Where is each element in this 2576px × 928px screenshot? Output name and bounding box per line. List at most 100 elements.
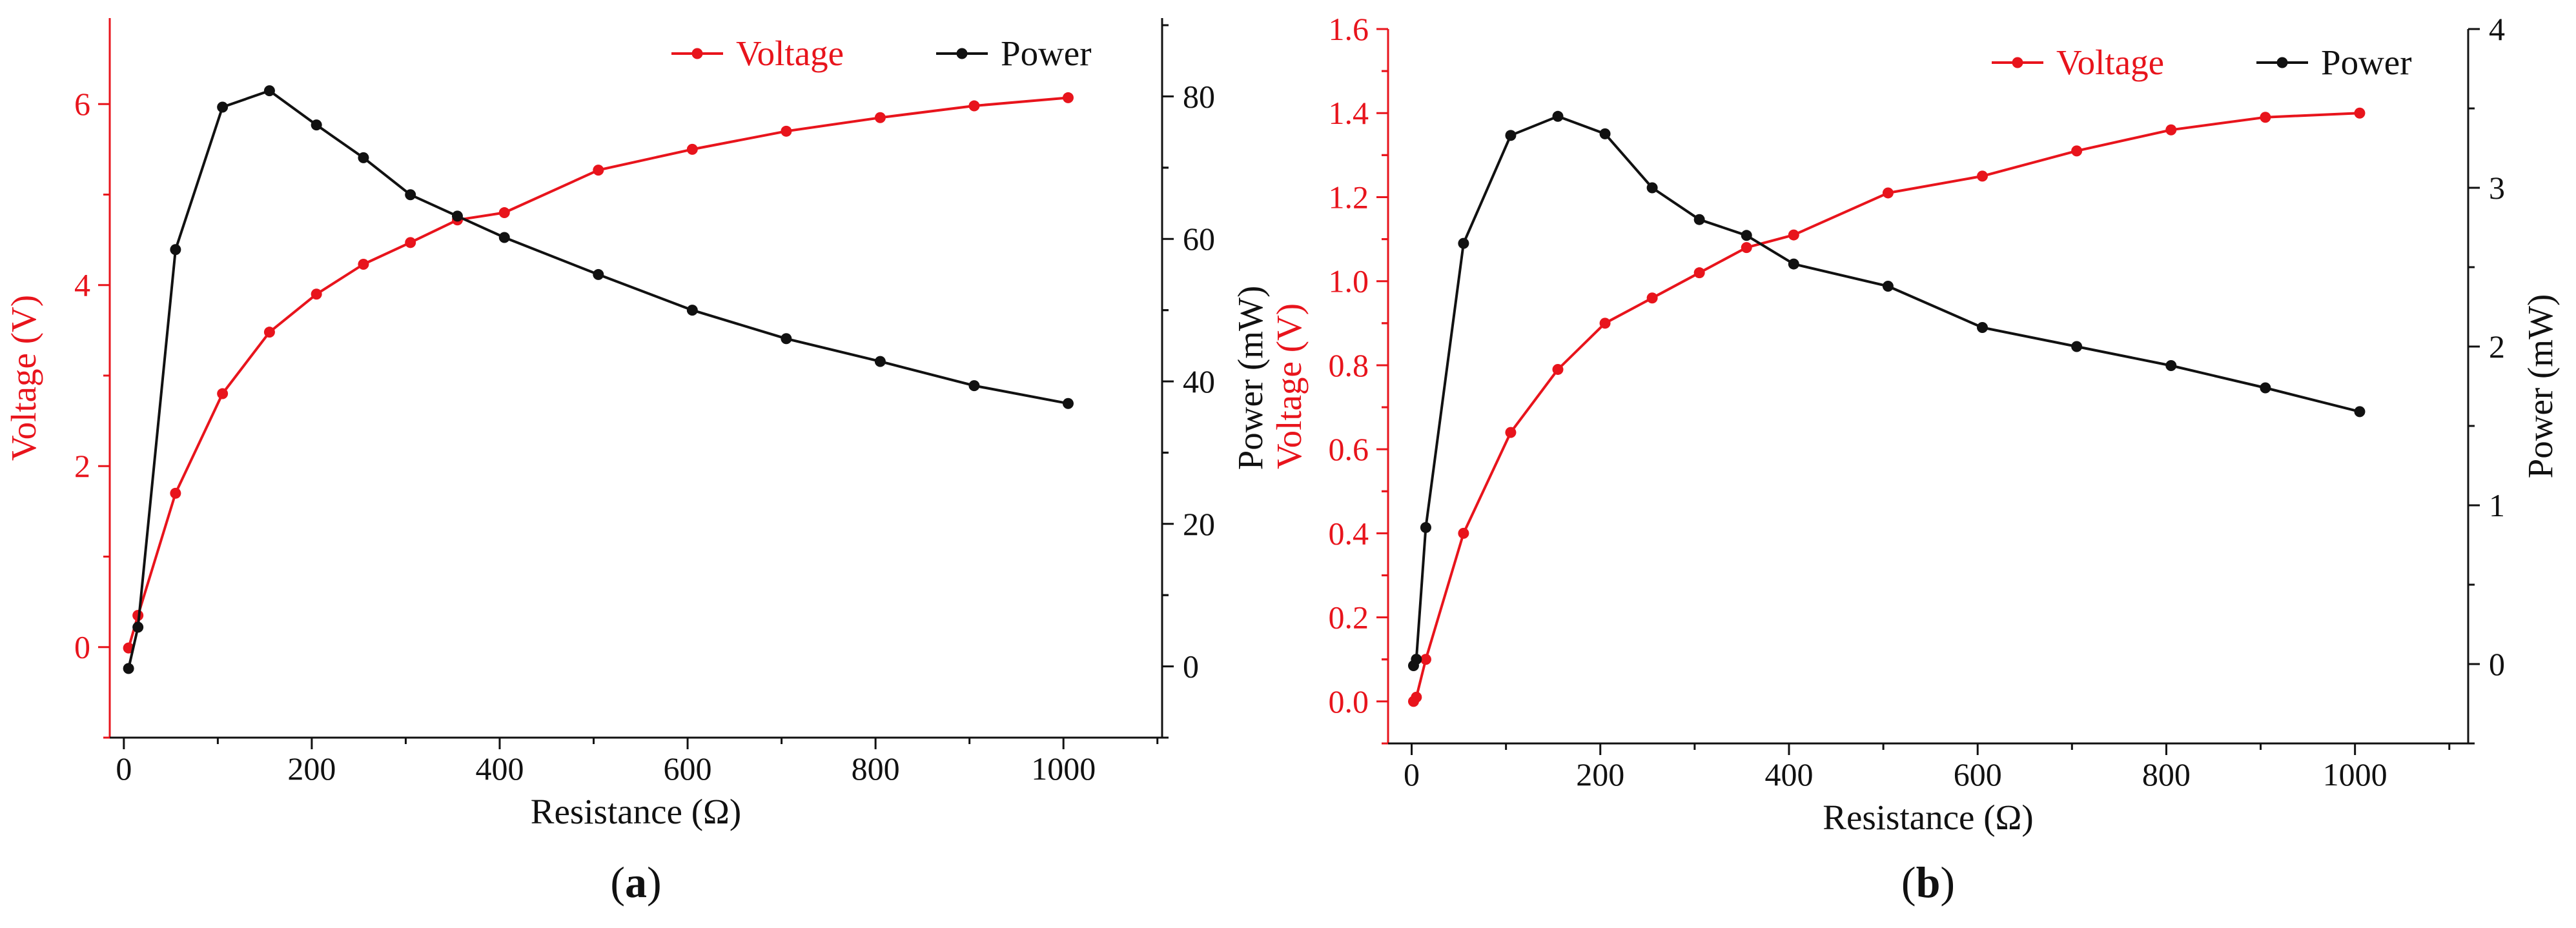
series-power [123,85,1074,674]
series-line-power [1412,115,2360,667]
x-tick-label: 800 [2142,756,2191,792]
data-point-power [311,119,322,131]
panel-label-close-paren: ) [1940,858,1955,907]
data-point-voltage [2260,112,2271,123]
panel-label: (a) [610,858,661,907]
data-point-power [1420,521,1431,533]
series-line-power [127,89,1068,669]
data-point-voltage [781,125,792,137]
data-point-power [1062,398,1074,409]
data-point-voltage [405,237,416,248]
data-point-voltage [2354,107,2366,119]
data-point-power [1788,258,1799,270]
data-point-voltage [1505,427,1517,438]
y-left-tick-label: 0.0 [1329,683,1369,720]
data-point-voltage [1420,654,1431,665]
y-left-axis-label: Voltage (V) [1269,303,1309,469]
data-point-power [498,232,510,243]
data-point-voltage [1646,292,1658,304]
data-point-power [2260,382,2271,394]
data-point-voltage [1693,267,1705,279]
y-right-tick-label: 60 [1183,221,1215,257]
y-right-tick-label: 0 [2489,646,2505,682]
x-tick-label: 800 [852,751,900,787]
data-point-voltage [311,288,322,300]
x-tick-label: 0 [1404,756,1420,792]
data-point-power [1458,237,1469,249]
legend: Voltage Power [1992,43,2412,82]
data-point-power [1882,281,1894,292]
data-point-power [170,244,181,256]
data-point-power [968,380,980,392]
y-right-tick-label: 4 [2489,11,2505,47]
y-left-tick-label: 4 [74,267,90,303]
data-point-power [593,268,604,280]
y-right-tick-label: 20 [1183,506,1215,542]
y-right-tick-label: 3 [2489,170,2505,206]
data-point-power [1693,214,1705,225]
y-left-tick-label: 1.4 [1329,95,1369,131]
data-point-voltage [1599,318,1611,329]
data-point-voltage [358,258,369,270]
data-point-power [132,621,144,633]
data-point-power [405,189,416,201]
x-tick-label: 600 [1954,756,2002,792]
x-tick-label: 400 [475,751,524,787]
legend-label-voltage: Voltage [2056,43,2164,82]
panel-label: (b) [1901,858,1955,907]
data-point-voltage [170,487,181,499]
y-left-axis-label: Voltage (V) [4,295,43,461]
y-right-tick-label: 1 [2489,487,2505,523]
panel-label-letter: a [625,858,647,907]
data-point-power [874,356,886,367]
data-point-voltage [1062,92,1074,103]
data-point-voltage [1552,363,1564,375]
data-point-power [2071,341,2083,352]
legend-label-voltage: Voltage [736,34,844,73]
series-power [1407,110,2366,671]
data-point-voltage [1977,170,1988,182]
data-point-power [1646,182,1658,194]
data-point-power [686,305,698,316]
y-left-tick-label: 1.2 [1329,179,1369,215]
data-point-power [358,152,369,163]
legend-label-power: Power [1001,34,1092,73]
panel-label-close-paren: ) [647,858,662,907]
chart-panel-b: 0 200 400 600 800 1000 0.0 0.2 0.4 0.6 0.8 1.0 1.2 1.… [1269,11,2560,907]
x-tick-label: 0 [116,751,132,787]
data-point-voltage [498,207,510,219]
data-point-voltage [263,327,275,338]
series-line-voltage [1412,112,2360,703]
data-point-voltage [1882,187,1894,199]
y-right-axis-label: Power (mW) [2520,294,2560,479]
legend-marker-voltage [2012,57,2023,68]
data-point-voltage [1741,242,1752,254]
data-point-power [123,663,134,674]
chart-panel-a: 0 200 400 600 800 10000246020406080Resistance… [4,18,1270,907]
x-tick-label: 400 [1764,756,1813,792]
y-left-tick-label: 0.2 [1329,600,1369,636]
legend-marker-power [956,48,968,59]
x-tick-label: 600 [664,751,712,787]
y-right-tick-label: 80 [1183,78,1215,114]
y-left-tick-label: 0.8 [1329,347,1369,383]
y-left-tick-label: 0.6 [1329,431,1369,467]
x-axis-label: Resistance (Ω) [1823,798,2033,837]
data-point-power [1599,128,1611,139]
data-point-voltage [2165,124,2177,136]
data-point-voltage [593,165,604,176]
data-point-voltage [686,143,698,155]
data-point-power [1505,130,1517,141]
y-left-tick-label: 0.4 [1329,515,1369,551]
data-point-voltage [1411,691,1422,703]
y-right-tick-label: 40 [1183,363,1215,399]
data-point-power [1977,321,1988,333]
x-tick-label: 200 [1576,756,1624,792]
data-point-power [1411,654,1422,665]
legend-label-power: Power [2321,43,2412,82]
panel-label-open-paren: ( [610,858,625,907]
data-point-voltage [217,388,229,399]
data-point-power [451,210,463,222]
data-point-power [2354,406,2366,418]
